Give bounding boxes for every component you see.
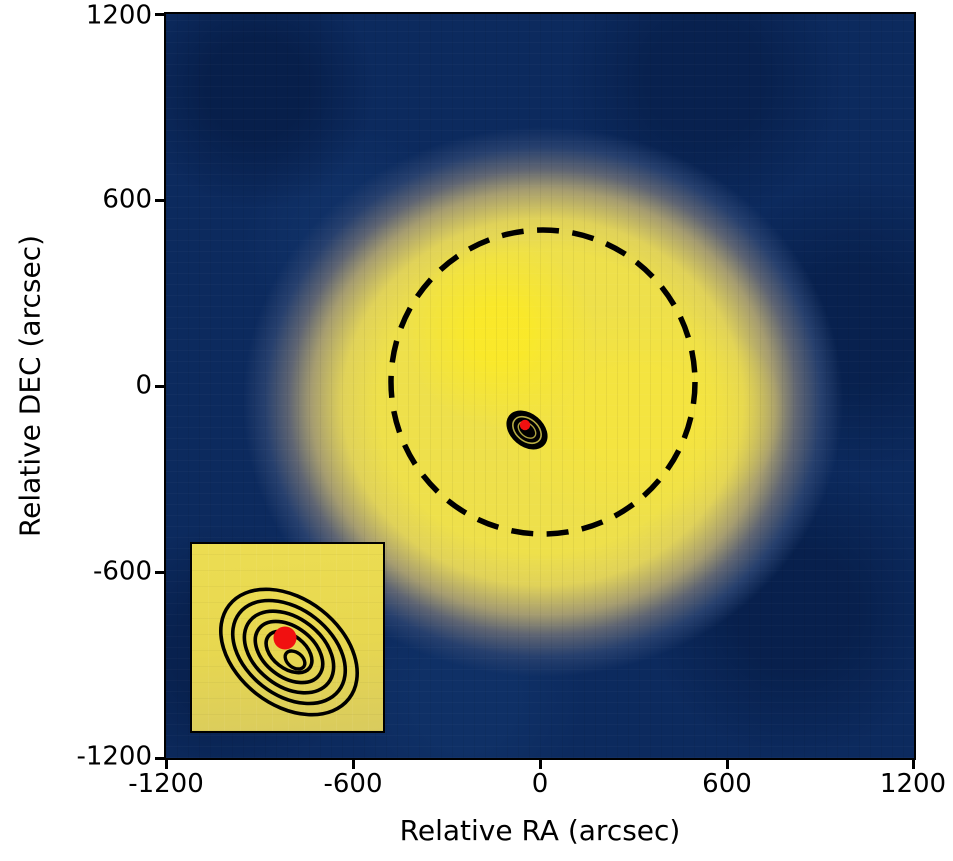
- inset-source-marker: [273, 626, 297, 650]
- y-tick-label: -1200: [76, 741, 152, 772]
- x-tick-mark: [726, 759, 729, 769]
- inset-contours: [218, 587, 360, 717]
- y-tick-mark: [155, 757, 165, 760]
- y-tick-label: 0: [135, 370, 152, 401]
- x-tick-label: 0: [531, 769, 549, 799]
- y-tick-label: -600: [92, 556, 152, 587]
- x-tick-mark: [352, 759, 355, 769]
- y-tick-label: 1200: [85, 0, 152, 31]
- y-tick-mark: [155, 385, 165, 388]
- x-tick-label: -1200: [128, 769, 204, 799]
- x-tick-label: -600: [323, 769, 383, 799]
- x-tick-mark: [912, 759, 915, 769]
- aperture-dashed-circle: [388, 227, 698, 537]
- x-tick-label: 600: [702, 769, 752, 799]
- y-tick-label: 600: [102, 184, 152, 215]
- y-axis-label: Relative DEC (arcsec): [13, 234, 47, 538]
- inset-zoom-panel: [190, 542, 385, 733]
- y-tick-mark: [155, 199, 165, 202]
- compact-source-contours: [506, 410, 548, 450]
- x-axis-label: Relative RA (arcsec): [399, 814, 681, 847]
- x-tick-label: 1200: [879, 769, 947, 799]
- inset-innermost-contour: [283, 649, 307, 671]
- y-tick-mark: [155, 13, 165, 16]
- y-tick-mark: [155, 571, 165, 574]
- plot-overlays: [388, 227, 698, 537]
- plot-area: [164, 12, 916, 760]
- x-tick-mark: [165, 759, 168, 769]
- source-marker: [519, 419, 531, 431]
- x-tick-mark: [539, 759, 542, 769]
